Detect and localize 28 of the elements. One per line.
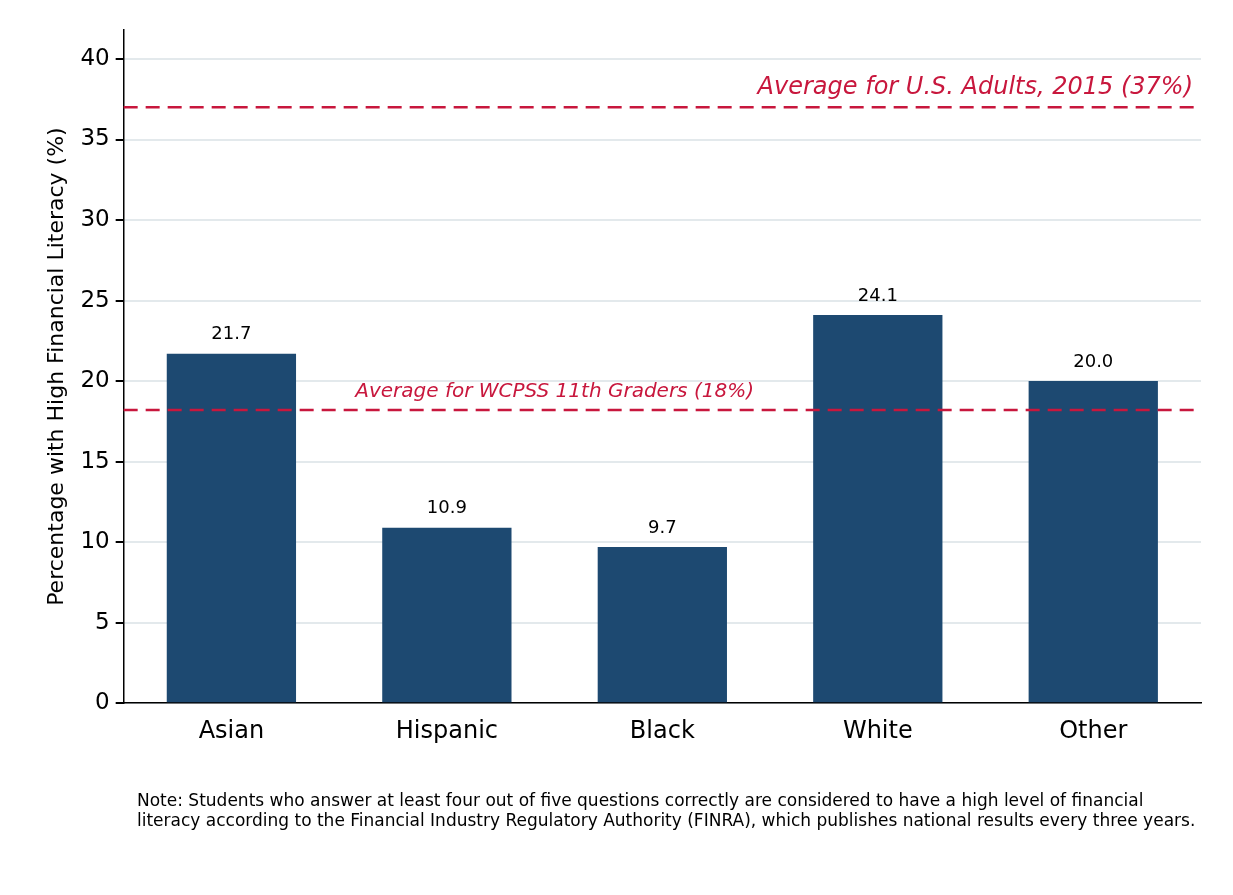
x-tick-label: Other [1059, 715, 1128, 744]
y-tick-label: 35 [80, 124, 110, 151]
data-label: 24.1 [857, 283, 898, 305]
y-tick-label: 25 [80, 285, 110, 312]
y-tick-label: 0 [95, 688, 110, 715]
x-tick-label: White [842, 715, 913, 744]
data-label: 9.7 [648, 515, 677, 537]
y-tick-label: 40 [80, 43, 110, 70]
y-tick-label: 20 [80, 366, 110, 393]
x-tick-label: Asian [198, 715, 265, 744]
x-tick-label: Black [629, 715, 695, 744]
x-tick-label: Hispanic [395, 715, 498, 744]
y-tick-label: 30 [80, 205, 110, 232]
y-tick-label: 5 [95, 607, 110, 634]
data-label: 10.9 [426, 496, 467, 518]
y-axis-title: Percentage with High Financial Literacy (%) [42, 127, 68, 606]
text: Note: Students who answer at least four out of five questions correctly are considered to have a high level of financial literacy according to the Financial Industry Regulatory Authority (FINRA), which publishes national results every three years. [137, 790, 1197, 830]
data-label: 21.7 [211, 322, 252, 344]
bar [166, 353, 297, 703]
bar [1028, 381, 1158, 703]
ref-line-label: Average for U.S. Adults, 2015 (37%) [755, 71, 1193, 100]
data-label: 20.0 [1073, 349, 1114, 371]
y-tick-label: 10 [80, 527, 110, 554]
ref-line-label: Average for WCPSS 11th Graders (18%) [353, 378, 754, 403]
bar [382, 527, 512, 703]
bar [597, 546, 727, 703]
bar [813, 315, 943, 703]
y-tick-label: 15 [80, 446, 110, 473]
